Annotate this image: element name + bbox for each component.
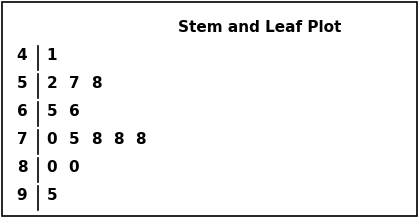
Text: 1: 1 xyxy=(47,48,57,63)
Text: 0: 0 xyxy=(69,160,79,175)
Text: 8: 8 xyxy=(91,132,101,147)
Text: 6: 6 xyxy=(69,104,79,119)
Text: 5: 5 xyxy=(69,132,79,147)
Text: 5: 5 xyxy=(17,76,27,91)
Text: 2: 2 xyxy=(47,76,57,91)
Text: 8: 8 xyxy=(91,76,101,91)
Text: 8: 8 xyxy=(113,132,123,147)
Text: 7: 7 xyxy=(17,132,27,147)
Text: 0: 0 xyxy=(47,132,57,147)
Text: 8: 8 xyxy=(17,160,27,175)
Text: 5: 5 xyxy=(47,104,57,119)
Text: 4: 4 xyxy=(17,48,27,63)
Text: 8: 8 xyxy=(134,132,145,147)
Text: 7: 7 xyxy=(69,76,79,91)
Text: Stem and Leaf Plot: Stem and Leaf Plot xyxy=(178,20,341,35)
Text: 9: 9 xyxy=(17,188,27,203)
Text: 6: 6 xyxy=(17,104,27,119)
Text: 5: 5 xyxy=(47,188,57,203)
Text: 0: 0 xyxy=(47,160,57,175)
